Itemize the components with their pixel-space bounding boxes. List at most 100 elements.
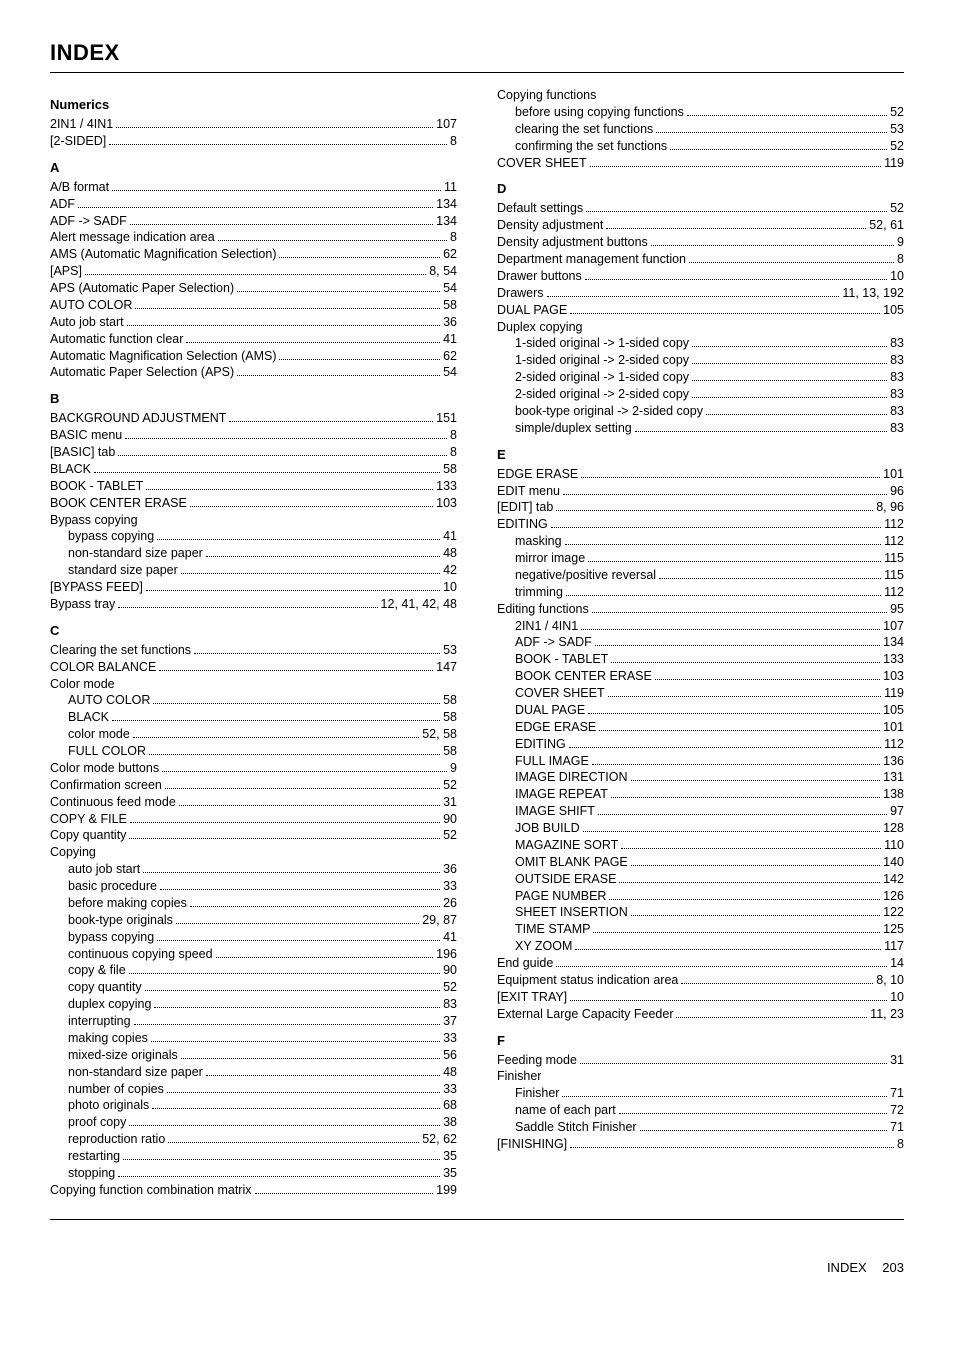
index-entry-page: 112 (884, 736, 904, 753)
index-entry-page: 83 (890, 386, 904, 403)
index-entry-page: 52 (443, 777, 457, 794)
index-entry: mirror image115 (497, 550, 904, 567)
index-columns: Numerics2IN1 / 4IN1107[2-SIDED]8AA/B for… (50, 87, 904, 1199)
index-entry: Density adjustment buttons9 (497, 234, 904, 251)
index-entry-label: non-standard size paper (68, 1064, 203, 1081)
index-entry: photo originals68 (50, 1097, 457, 1114)
leader-dots (186, 342, 440, 343)
index-entry-label: JOB BUILD (515, 820, 580, 837)
leader-dots (146, 590, 440, 591)
index-entry: Copy quantity52 (50, 827, 457, 844)
index-entry-page: 105 (883, 302, 904, 319)
index-entry: ADF134 (50, 196, 457, 213)
index-entry-page: 36 (443, 314, 457, 331)
index-entry: OMIT BLANK PAGE140 (497, 854, 904, 871)
index-entry: stopping35 (50, 1165, 457, 1182)
index-entry-label: Bypass tray (50, 596, 115, 613)
index-entry-page: 26 (443, 895, 457, 912)
index-entry: APS (Automatic Paper Selection)54 (50, 280, 457, 297)
index-entry-label: COLOR BALANCE (50, 659, 156, 676)
leader-dots (145, 990, 440, 991)
index-entry-page: 8, 96 (876, 499, 904, 516)
index-group-label: Copying functions (497, 87, 904, 104)
leader-dots (689, 262, 894, 263)
index-entry: standard size paper42 (50, 562, 457, 579)
index-entry-page: 138 (883, 786, 904, 803)
index-entry-page: 53 (443, 642, 457, 659)
leader-dots (194, 653, 440, 654)
index-entry-page: 35 (443, 1148, 457, 1165)
leader-dots (676, 1017, 867, 1018)
leader-dots (116, 127, 433, 128)
index-entry-label: COPY & FILE (50, 811, 127, 828)
leader-dots (179, 805, 440, 806)
footer-label: INDEX (827, 1260, 867, 1275)
index-entry-label: BACKGROUND ADJUSTMENT (50, 410, 226, 427)
index-entry: masking112 (497, 533, 904, 550)
index-entry: BOOK CENTER ERASE103 (497, 668, 904, 685)
index-entry-label: basic procedure (68, 878, 157, 895)
index-entry: non-standard size paper48 (50, 545, 457, 562)
index-entry-page: 90 (443, 962, 457, 979)
leader-dots (592, 764, 880, 765)
index-entry-page: 83 (890, 369, 904, 386)
leader-dots (608, 696, 881, 697)
index-entry-label: Saddle Stitch Finisher (515, 1119, 637, 1136)
index-entry-label: BOOK CENTER ERASE (50, 495, 187, 512)
index-entry-page: 136 (883, 753, 904, 770)
index-entry-page: 151 (436, 410, 457, 427)
index-entry-page: 90 (443, 811, 457, 828)
leader-dots (127, 325, 440, 326)
index-entry: [BYPASS FEED]10 (50, 579, 457, 596)
index-entry: continuous copying speed196 (50, 946, 457, 963)
index-entry-label: Continuous feed mode (50, 794, 176, 811)
leader-dots (566, 595, 881, 596)
index-entry: BOOK CENTER ERASE103 (50, 495, 457, 512)
leader-dots (255, 1193, 434, 1194)
index-entry-page: 101 (883, 466, 904, 483)
leader-dots (160, 889, 440, 890)
index-entry-page: 38 (443, 1114, 457, 1131)
index-entry-label: EDIT menu (497, 483, 560, 500)
index-entry: Finisher71 (497, 1085, 904, 1102)
leader-dots (129, 1125, 440, 1126)
leader-dots (125, 438, 447, 439)
index-entry-page: 31 (890, 1052, 904, 1069)
index-entry-label: A/B format (50, 179, 109, 196)
leader-dots (229, 421, 433, 422)
leader-dots (706, 414, 887, 415)
index-entry-page: 29, 87 (422, 912, 457, 929)
index-entry-label: mirror image (515, 550, 585, 567)
index-entry-page: 131 (883, 769, 904, 786)
leader-dots (551, 527, 881, 528)
leader-dots (570, 313, 880, 314)
index-entry-page: 10 (443, 579, 457, 596)
leader-dots (692, 397, 887, 398)
leader-dots (85, 274, 426, 275)
index-entry: EDITING112 (497, 736, 904, 753)
index-entry: Automatic Magnification Selection (AMS)6… (50, 348, 457, 365)
leader-dots (123, 1159, 440, 1160)
index-entry: interrupting37 (50, 1013, 457, 1030)
index-entry-label: name of each part (515, 1102, 616, 1119)
leader-dots (129, 973, 440, 974)
index-entry-label: EDGE ERASE (515, 719, 596, 736)
section-heading: Numerics (50, 97, 457, 112)
leader-dots (143, 872, 440, 873)
leader-dots (181, 573, 440, 574)
index-entry: book-type originals29, 87 (50, 912, 457, 929)
index-entry-page: 9 (450, 760, 457, 777)
index-entry: name of each part72 (497, 1102, 904, 1119)
index-entry-label: reproduction ratio (68, 1131, 165, 1148)
index-entry-page: 14 (890, 955, 904, 972)
index-entry: 2-sided original -> 1-sided copy83 (497, 369, 904, 386)
section-heading: A (50, 160, 457, 175)
leader-dots (157, 940, 440, 941)
index-entry: [EXIT TRAY]10 (497, 989, 904, 1006)
index-entry-page: 68 (443, 1097, 457, 1114)
leader-dots (135, 308, 440, 309)
index-entry: proof copy38 (50, 1114, 457, 1131)
leader-dots (562, 1096, 887, 1097)
leader-dots (635, 431, 887, 432)
index-entry-page: 112 (884, 516, 904, 533)
